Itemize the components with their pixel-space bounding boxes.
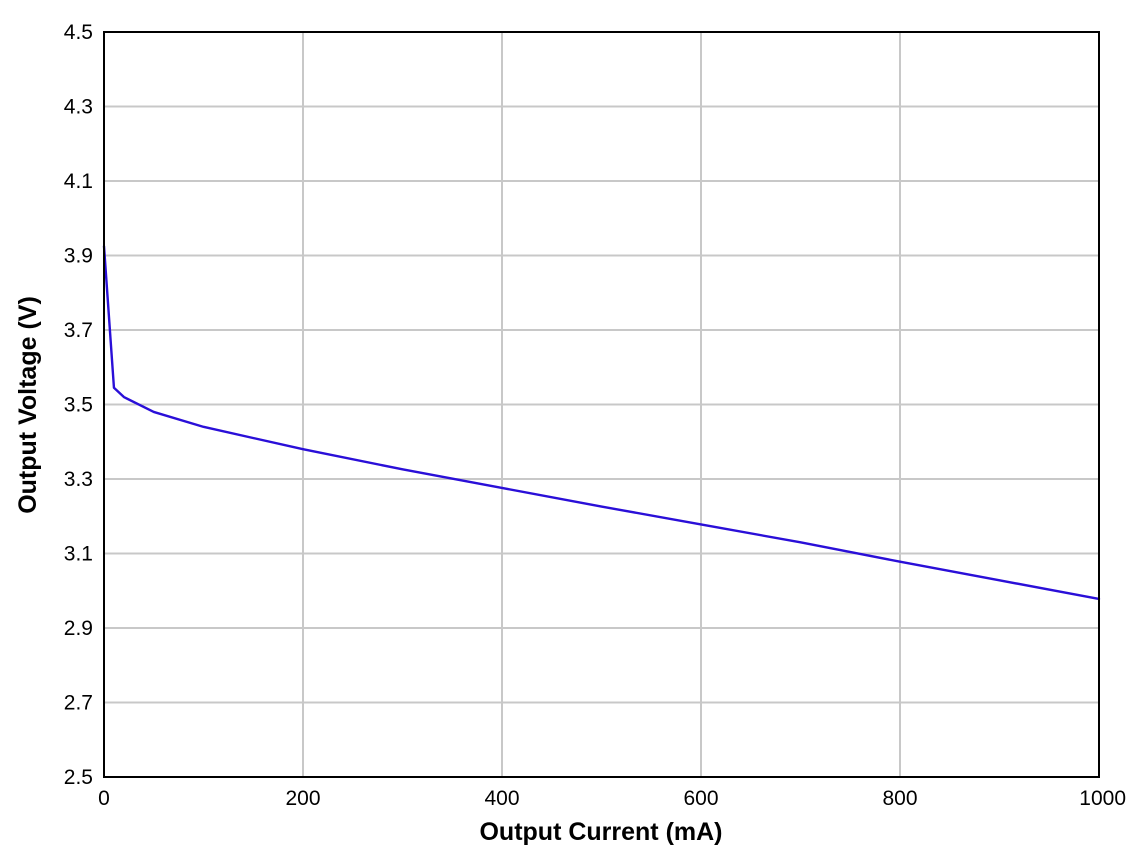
y-axis-ticks: 2.5 2.7 2.9 3.1 3.3 3.5 3.7 3.9 4.1 4.3 4.5: [64, 21, 93, 789]
x-tick-label: 400: [484, 787, 519, 810]
y-tick-label: 3.5: [64, 394, 93, 417]
y-tick-label: 2.7: [64, 692, 93, 715]
y-tick-label: 2.5: [64, 766, 93, 789]
x-tick-label: 800: [882, 787, 917, 810]
series-layer: [102, 244, 1101, 601]
y-tick-label: 3.7: [64, 319, 93, 342]
y-tick-label: 3.1: [64, 543, 93, 566]
y-tick-label: 3.3: [64, 468, 93, 491]
x-tick-label: 1000: [1079, 787, 1126, 810]
plot-border: [103, 31, 1100, 778]
x-tick-label: 0: [98, 787, 110, 810]
x-tick-label: 600: [683, 787, 718, 810]
y-tick-label: 3.9: [64, 245, 93, 268]
x-axis-title: Output Current (mA): [479, 818, 722, 846]
series-line-0: [102, 244, 1101, 601]
x-tick-label: 200: [285, 787, 320, 810]
y-tick-label: 2.9: [64, 617, 93, 640]
plot-frame: [103, 31, 1100, 778]
y-tick-label: 4.1: [64, 170, 93, 193]
y-tick-label: 4.3: [64, 96, 93, 119]
grid-lines: [103, 31, 1100, 778]
y-axis-title: Output Voltage (V): [14, 296, 42, 514]
y-tick-label: 4.5: [64, 21, 93, 44]
x-axis-ticks: 0 200 400 600 800 1000: [98, 787, 1126, 810]
